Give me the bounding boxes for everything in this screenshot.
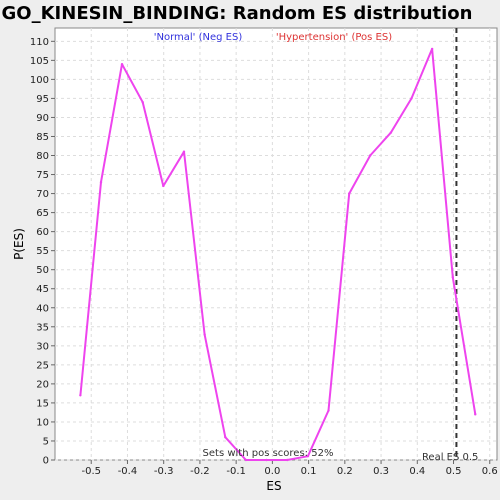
y-tick-label: 85 [36, 132, 49, 143]
data-point [99, 180, 103, 184]
x-tick-label: 0.5 [446, 466, 462, 477]
x-tick-label: 0.4 [409, 466, 425, 477]
y-tick-label: 30 [36, 341, 49, 352]
y-tick-label: 90 [36, 113, 49, 124]
data-point [410, 97, 413, 100]
data-point [224, 435, 227, 439]
x-tick-label: 0.3 [373, 466, 389, 477]
data-point [451, 276, 454, 279]
y-tick-label: 35 [36, 322, 49, 333]
data-point [203, 333, 206, 336]
x-tick-label: -0.5 [81, 466, 101, 477]
y-tick-label: 60 [36, 227, 49, 238]
y-tick-label: 0 [43, 456, 49, 467]
x-tick-label: -0.3 [154, 466, 174, 477]
y-tick-label: 45 [36, 284, 49, 295]
data-point [474, 413, 477, 416]
x-tick-label: -0.4 [118, 466, 138, 477]
y-tick-label: 70 [36, 189, 49, 200]
data-point [347, 192, 351, 195]
x-tick-label: 0.6 [482, 466, 498, 477]
x-tick-label: -0.2 [190, 466, 210, 477]
x-axis: -0.5 -0.4 -0.3 -0.2 -0.1 0.0 0.1 0.2 0.3 0.4 0.5 0.… [81, 460, 498, 477]
data-point [389, 131, 393, 134]
x-tick-label: 0.0 [264, 466, 280, 477]
legend-neg-es: 'Normal' (Neg ES) [154, 32, 243, 43]
data-point [79, 394, 82, 397]
chart-title: GO_KINESIN_BINDING: Random ES distributi… [2, 3, 473, 24]
pos-scores-annotation: Sets with pos scores: 52% [203, 448, 334, 459]
data-point [306, 454, 310, 458]
x-axis-label: ES [266, 479, 281, 493]
y-tick-label: 55 [36, 246, 49, 257]
y-tick-label: 10 [36, 417, 49, 428]
y-tick-label: 110 [30, 37, 49, 48]
data-point [162, 184, 165, 188]
y-tick-label: 20 [36, 379, 49, 390]
real-es-label: Real ES 0.5 [422, 452, 478, 463]
y-tick-label: 100 [30, 75, 49, 86]
legend-pos-es: 'Hypertension' (Pos ES) [276, 32, 392, 43]
data-point [368, 154, 372, 157]
y-axis-label: P(ES) [12, 228, 26, 260]
y-tick-label: 50 [36, 265, 49, 276]
y-tick-label: 15 [36, 398, 49, 409]
y-tick-label: 65 [36, 208, 49, 219]
data-point [286, 458, 289, 462]
y-tick-label: 25 [36, 360, 49, 371]
data-point [327, 409, 330, 412]
data-point [120, 62, 124, 66]
y-tick-label: 105 [30, 56, 49, 67]
series-line [79, 47, 477, 461]
y-axis: 0 5 10 15 20 25 30 35 40 45 50 55 60 65 70 75 80 85 90 95 10… [30, 37, 55, 467]
data-point [244, 458, 248, 462]
y-tick-label: 95 [36, 94, 49, 105]
y-tick-label: 40 [36, 303, 49, 314]
series-points [79, 47, 477, 462]
data-point [430, 47, 434, 51]
data-point [265, 458, 268, 462]
x-tick-label: 0.1 [301, 466, 317, 477]
y-tick-label: 80 [36, 151, 49, 162]
y-tick-label: 5 [43, 436, 49, 447]
y-tick-label: 75 [36, 170, 49, 181]
plot-area [54, 27, 498, 461]
data-point [141, 101, 144, 104]
x-tick-label: -0.1 [226, 466, 246, 477]
x-tick-label: 0.2 [337, 466, 353, 477]
data-point [182, 150, 186, 153]
